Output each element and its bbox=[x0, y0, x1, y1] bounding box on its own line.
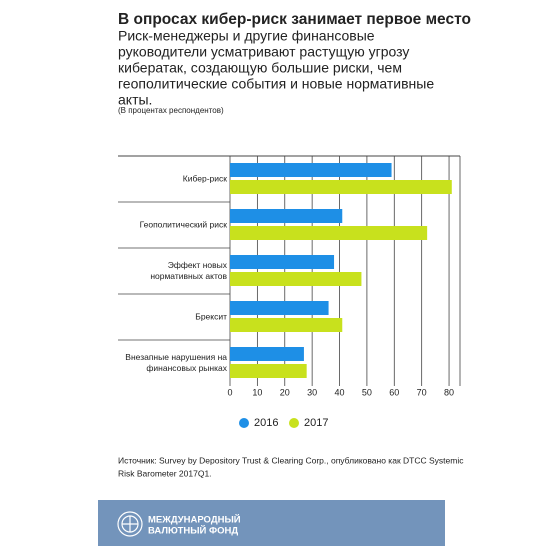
x-tick-label: 40 bbox=[335, 387, 345, 397]
x-tick-label: 80 bbox=[444, 387, 454, 397]
chart-note: (В процентах респондентов) bbox=[118, 106, 224, 115]
footer-org: МЕЖДУНАРОДНЫЙ bbox=[148, 514, 241, 526]
source-line: Risk Barometer 2017Q1. bbox=[118, 468, 212, 478]
source-line: Источник: Survey by Depository Trust & C… bbox=[118, 455, 464, 465]
subtitle-line: кибератак, создающую большие риски, чем bbox=[118, 60, 402, 76]
category-label: Кибер-риск bbox=[183, 173, 227, 183]
chart-title: В опросах кибер-риск занимает первое мес… bbox=[118, 11, 471, 28]
category-label: финансовых рынках bbox=[146, 363, 227, 373]
bar bbox=[230, 226, 428, 240]
bar bbox=[230, 347, 304, 361]
subtitle-line: геополитические события и новые норматив… bbox=[118, 76, 434, 92]
subtitle-line: акты. bbox=[118, 92, 152, 108]
bar bbox=[230, 364, 307, 378]
x-tick-label: 10 bbox=[252, 387, 262, 397]
legend-label: 2016 bbox=[254, 417, 278, 429]
x-tick-label: 20 bbox=[280, 387, 290, 397]
x-tick-label: 0 bbox=[227, 387, 232, 397]
subtitle-line: Риск-менеджеры и другие финансовые bbox=[118, 28, 375, 44]
category-label: Внезапные нарушения на bbox=[125, 352, 227, 362]
legend-label: 2017 bbox=[304, 417, 328, 429]
bar bbox=[230, 209, 343, 223]
x-tick-label: 60 bbox=[389, 387, 399, 397]
bar bbox=[230, 301, 329, 315]
category-label: Геополитический риск bbox=[140, 219, 228, 229]
legend-marker bbox=[239, 418, 249, 428]
x-tick-label: 70 bbox=[417, 387, 427, 397]
bar bbox=[230, 272, 362, 286]
category-label: нормативных актов bbox=[150, 271, 227, 281]
footer-band bbox=[98, 500, 445, 546]
bar bbox=[230, 318, 343, 332]
x-tick-label: 50 bbox=[362, 387, 372, 397]
bar bbox=[230, 180, 452, 194]
bar bbox=[230, 255, 335, 269]
footer-org: ВАЛЮТНЫЙ ФОНД bbox=[148, 525, 238, 537]
subtitle-line: руководители усматривают растущую угрозу bbox=[118, 44, 409, 60]
bar bbox=[230, 163, 392, 177]
imf-logo bbox=[117, 511, 143, 537]
category-label: Брексит bbox=[195, 311, 227, 321]
legend-marker bbox=[289, 418, 299, 428]
x-tick-label: 30 bbox=[307, 387, 317, 397]
category-label: Эффект новых bbox=[168, 260, 228, 270]
